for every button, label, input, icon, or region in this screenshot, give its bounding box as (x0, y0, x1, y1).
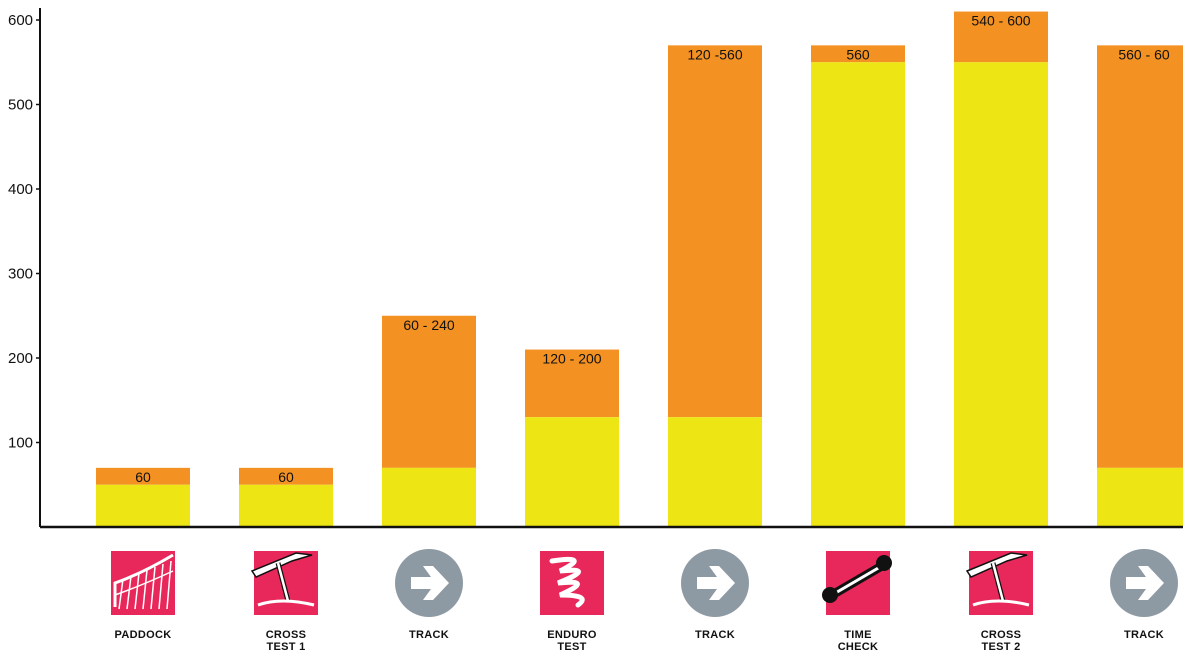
wrench-icon (822, 551, 892, 615)
bar-orange-segment (811, 45, 905, 63)
arrow-right-icon (395, 549, 463, 617)
pickaxe-icon (965, 551, 1033, 615)
bar-yellow-segment (668, 417, 762, 527)
y-axis: 100 200 300 400 500 600 (8, 8, 41, 527)
bar-orange-segment (668, 45, 762, 418)
stage-label: TEST (557, 641, 586, 653)
bar-value-label: 560 (846, 46, 870, 62)
stage-label: TRACK (695, 629, 735, 641)
stage-label: TRACK (409, 629, 449, 641)
stage-label: CHECK (838, 641, 879, 653)
bar-yellow-segment (382, 467, 476, 527)
bar-value-label: 60 (278, 469, 294, 485)
bar-value-label: 120 -560 (687, 46, 742, 62)
y-tick-label: 500 (8, 97, 33, 114)
squiggle-icon (540, 551, 604, 615)
bar-orange-segment (382, 315, 476, 468)
bar-yellow-segment (811, 62, 905, 527)
bar-yellow-segment (96, 484, 190, 527)
bar-value-label: 120 - 200 (542, 351, 601, 367)
bar-yellow-segment (525, 417, 619, 527)
stage-icons-group (111, 549, 1178, 617)
bar-value-label: 540 - 600 (971, 13, 1030, 29)
stage-label: CROSS (981, 629, 1022, 641)
bar-yellow-segment (239, 484, 333, 527)
bars-group (96, 11, 1183, 527)
bar-labels-group: 60 60 60 - 240 120 - 200 120 -560 560 540 - 60… (135, 13, 1170, 485)
y-tick-label: 100 (8, 435, 33, 452)
stage-label: TIME (844, 629, 871, 641)
y-tick-label: 400 (8, 181, 33, 198)
bar-orange-segment (525, 349, 619, 418)
y-tick-label: 300 (8, 266, 33, 283)
stage-label: ENDURO (547, 629, 597, 641)
bar-value-label: 60 (135, 469, 151, 485)
bar-yellow-segment (1097, 467, 1183, 527)
bar-orange-segment (1097, 45, 1183, 468)
stage-label: TEST 1 (266, 641, 305, 653)
bar-orange-segment (954, 11, 1048, 63)
y-tick-label: 200 (8, 350, 33, 367)
fence-icon (111, 551, 175, 615)
stage-label: TRACK (1124, 629, 1164, 641)
bar-yellow-segment (954, 62, 1048, 527)
pickaxe-icon (250, 551, 318, 615)
bar-value-label: 60 - 240 (403, 317, 455, 333)
arrow-right-icon (681, 549, 749, 617)
bar-orange-segment (239, 467, 333, 485)
y-tick-label: 600 (8, 12, 33, 29)
stage-label: PADDOCK (115, 629, 172, 641)
stage-label: CROSS (266, 629, 307, 641)
stage-label: TEST 2 (981, 641, 1020, 653)
bar-value-label: 560 - 60 (1118, 46, 1170, 62)
bar-orange-segment (96, 467, 190, 485)
arrow-right-icon (1110, 549, 1178, 617)
